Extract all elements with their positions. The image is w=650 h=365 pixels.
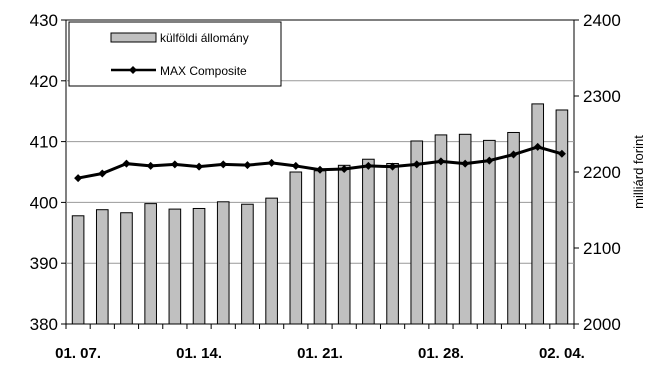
right-tick-label: 2000 [583,315,621,334]
x-tick-label: 01. 07. [55,345,101,362]
line-point [219,160,228,169]
line-point [195,162,204,171]
bar [289,171,303,325]
left-tick-label: 400 [30,193,58,212]
line-point [388,162,397,171]
legend-bar-label: külföldi állomány [160,31,249,45]
line-point [316,165,324,174]
bar [483,139,496,325]
line-point [291,161,300,170]
bars [71,103,569,325]
line-series [74,142,566,183]
bar [531,103,545,325]
left-tick-label: 380 [30,315,58,334]
right-tick-label: 2400 [583,11,621,30]
bar [95,209,109,325]
bar [216,201,230,325]
bar [434,134,448,325]
x-tick-label: 01. 28. [418,345,464,362]
line-point [267,158,276,167]
right-tick-label: 2300 [583,87,621,106]
right-tick-label: 2200 [583,163,621,182]
bar [337,164,351,325]
bar [144,203,157,325]
line-point [485,156,494,165]
bar [313,170,327,325]
line-point [146,161,155,170]
bar [241,203,254,325]
legend-bar-swatch [110,32,157,43]
right-tick-label: 2100 [583,239,621,258]
legend-line-marker [129,66,137,74]
line-point [533,142,542,151]
line-point [340,164,349,173]
x-tick-label: 01. 14. [176,345,222,362]
bar [265,197,278,325]
line-point [74,174,83,183]
line-point [557,149,566,158]
bar [168,208,182,325]
right-axis-label: milliárd forint [631,135,646,209]
line-point [412,160,421,169]
bar [386,162,399,325]
legend-box [68,21,282,87]
line-point [509,150,518,159]
legend: külföldi állomány MAX Composite [68,21,282,87]
line-point [436,157,445,166]
line-point [364,161,373,170]
bar [507,131,520,325]
left-tick-label: 390 [30,254,58,273]
line-point [170,160,179,169]
x-tick-label: 01. 21. [297,345,343,362]
line-point [122,159,131,168]
left-tick-label: 420 [30,72,58,91]
left-axis-ticks: 380 390 400 410 420 430 [30,11,66,334]
right-axis-ticks: 2000 2100 2200 2300 2400 [574,11,621,334]
bar [192,207,206,325]
x-tick-label: 02. 04. [539,345,585,362]
bar [555,109,569,325]
bar [410,140,424,325]
bar [120,212,133,325]
line-point [461,159,470,168]
legend-line-label: MAX Composite [160,64,247,78]
line-point [243,161,252,170]
left-tick-label: 410 [30,133,58,152]
left-tick-label: 430 [30,11,58,30]
x-axis-ticks: 01. 07. 01. 14. 01. 21. 01. 28. 02. 04. [55,324,585,362]
bar [71,215,85,325]
bar [362,158,375,325]
bar [458,133,472,325]
line-point [98,169,107,178]
